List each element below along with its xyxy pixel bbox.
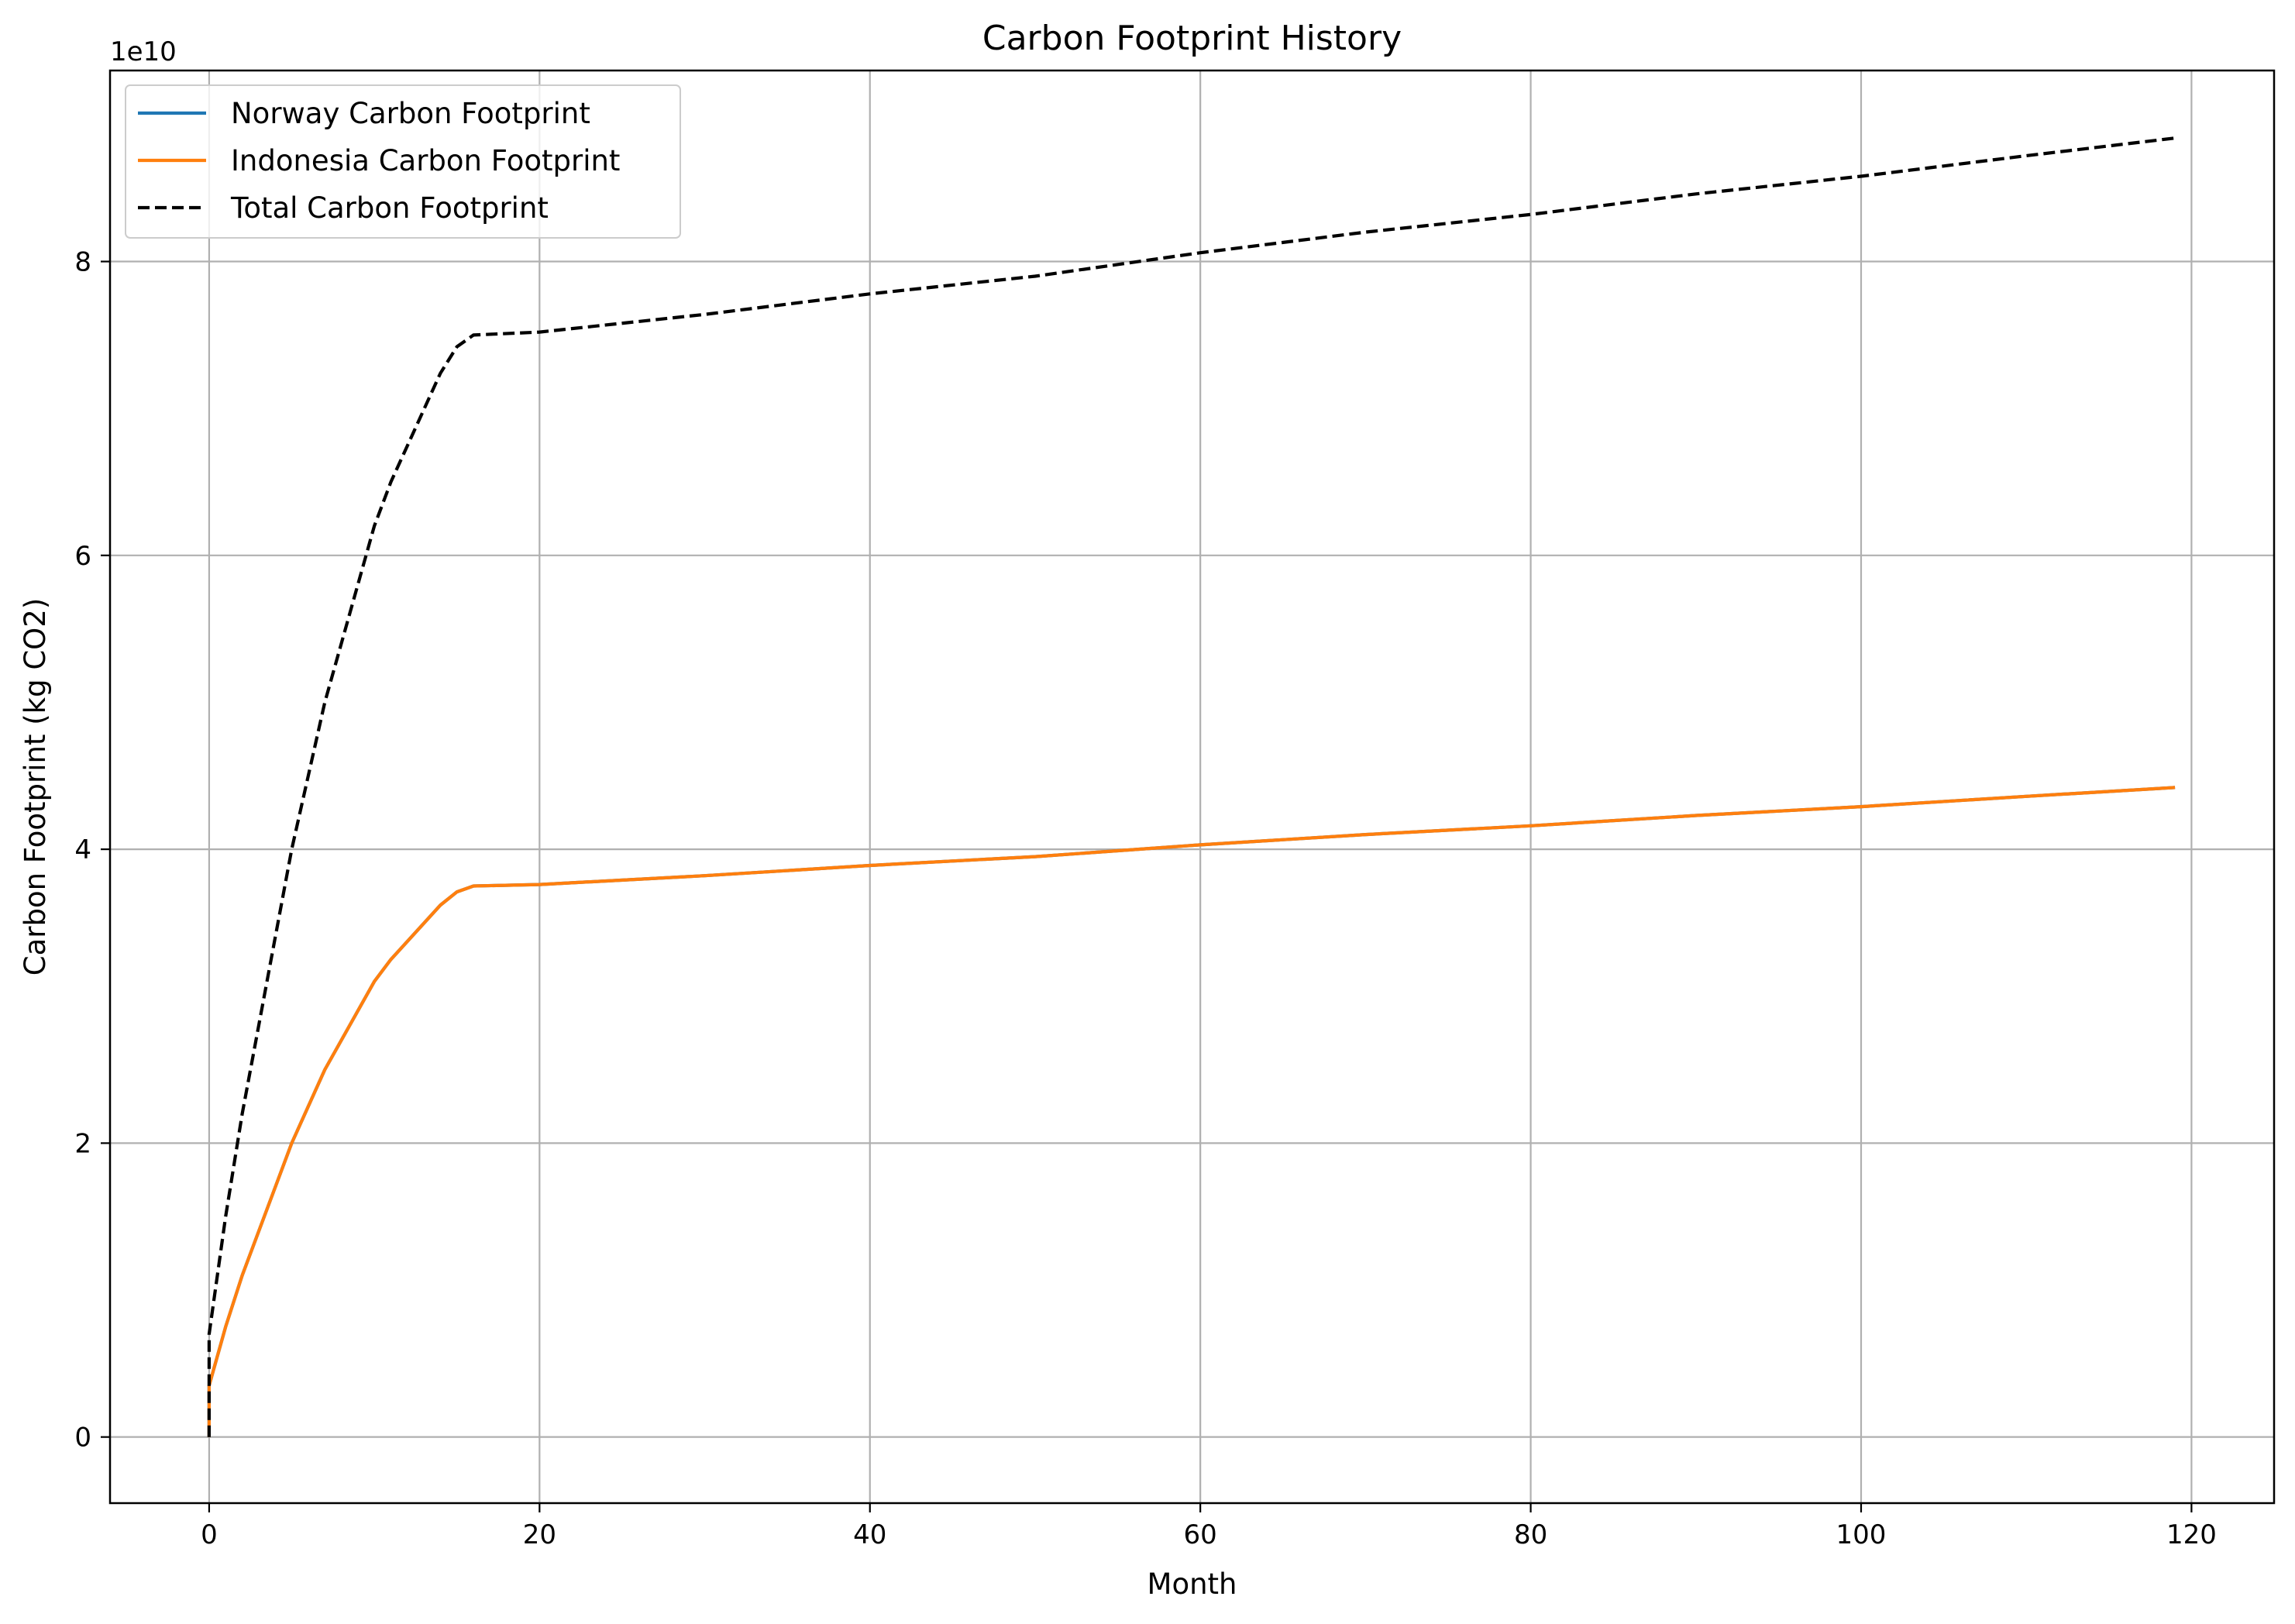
y-tick-label: 8 bbox=[74, 247, 91, 278]
x-tick-label: 60 bbox=[1184, 1519, 1217, 1550]
y-tick-label: 0 bbox=[74, 1423, 91, 1454]
legend-label: Indonesia Carbon Footprint bbox=[231, 144, 620, 177]
series-line-1 bbox=[207, 786, 2176, 1437]
y-tick-label: 4 bbox=[74, 834, 91, 865]
x-tick-label: 20 bbox=[523, 1519, 556, 1550]
x-tick-label: 100 bbox=[1836, 1519, 1887, 1550]
legend-label: Total Carbon Footprint bbox=[230, 191, 549, 225]
series-lines bbox=[207, 136, 2176, 1437]
legend: Norway Carbon Footprint Indonesia Carbon … bbox=[125, 84, 681, 239]
legend-box bbox=[125, 84, 681, 239]
grid bbox=[110, 71, 2274, 1503]
y-axis-offset-label: 1e10 bbox=[110, 36, 177, 67]
series-line-2 bbox=[207, 136, 2176, 1437]
y-tick-label: 6 bbox=[74, 541, 91, 572]
plot-area-frame bbox=[108, 69, 2276, 1505]
x-tick-label: 120 bbox=[2166, 1519, 2217, 1550]
x-tick-label: 40 bbox=[853, 1519, 886, 1550]
x-tick-label: 0 bbox=[201, 1519, 218, 1550]
axis-ticks: 0 20 40 60 80 100 120 0 2 4 6 8 bbox=[74, 247, 2216, 1550]
legend-label: Norway Carbon Footprint bbox=[231, 97, 590, 130]
y-axis-label: Carbon Footprint (kg CO2) bbox=[19, 598, 52, 976]
x-tick-label: 80 bbox=[1514, 1519, 1547, 1550]
chart-title: Carbon Footprint History bbox=[982, 19, 1402, 58]
y-tick-label: 2 bbox=[74, 1128, 91, 1159]
x-axis-label: Month bbox=[1148, 1567, 1237, 1601]
